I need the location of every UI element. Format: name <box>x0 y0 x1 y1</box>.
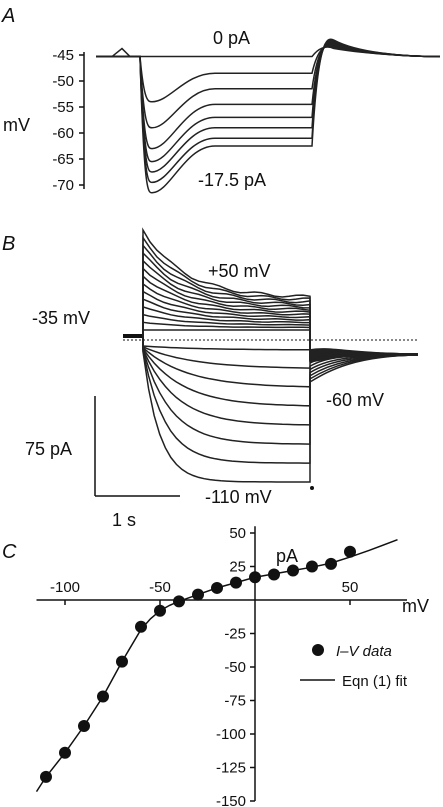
panel-c-y-tick-label: -75 <box>224 693 246 710</box>
panel-c-data-point <box>192 588 204 601</box>
panel-b-bottom-label: -110 mV <box>205 487 272 507</box>
panel-a-tick-label: -55 <box>52 99 74 116</box>
panel-c-y-tick-label: 25 <box>229 559 246 576</box>
panel-a-trace <box>96 44 441 129</box>
panel-c-y-tick-label: -125 <box>216 760 246 777</box>
legend-marker-data <box>312 644 324 656</box>
panel-a-tick-label: -50 <box>52 73 74 90</box>
panel-b-outward-trace <box>142 266 419 359</box>
panel-a-ticks: -45 -50 -55 -60 -65 -70 <box>52 47 84 194</box>
panel-c-xlabel: mV <box>402 596 429 616</box>
panel-c-fit-line <box>35 538 398 793</box>
panel-c-data-point <box>344 545 356 558</box>
panel-c-data-point <box>287 564 299 577</box>
panel-a-tick-label: -65 <box>52 151 74 168</box>
panel-c-data-point <box>230 576 242 589</box>
current-scale-label: 75 pA <box>25 439 72 459</box>
panel-b-inward-trace <box>142 336 419 464</box>
panel-c-data-point <box>116 655 128 668</box>
panel-a-trace <box>96 40 441 173</box>
panel-c-data-point <box>325 557 337 570</box>
panel-c-ylabel: pA <box>276 546 298 566</box>
panel-a-trace <box>96 38 441 194</box>
panel-b-end-dot <box>310 486 314 490</box>
panel-c: -100 -50 50 50 25 -25 -50 -75 -100 -125 -150 mV pA… <box>35 525 429 807</box>
panel-c-data-point <box>173 595 185 608</box>
panel-c-y-tick-label: -25 <box>224 626 246 643</box>
panel-c-y-tick-label: -100 <box>216 726 246 743</box>
panel-b-inward-trace <box>142 336 419 426</box>
panel-c-data-point <box>59 746 71 759</box>
panel-b: +50 mV -35 mV -60 mV -110 mV 75 pA 1 s <box>25 227 419 530</box>
panel-c-data-point <box>78 719 90 732</box>
panel-c-x-tick-label: -100 <box>50 579 80 596</box>
panel-c-data-point <box>154 604 166 617</box>
panel-c-data-point <box>97 690 109 703</box>
panel-c-label: C <box>2 541 17 563</box>
panel-c-x-tick-label: -50 <box>149 579 171 596</box>
panel-c-x-tick-label: 50 <box>342 579 359 596</box>
panel-a-top-label: 0 pA <box>213 28 250 48</box>
panel-a-bottom-label: -17.5 pA <box>198 170 266 190</box>
panel-b-inward-trace <box>142 336 419 362</box>
panel-b-label: B <box>2 233 15 255</box>
panel-a-tick-label: -70 <box>52 177 74 194</box>
panel-a-traces <box>96 38 441 194</box>
panel-c-y-tick-label: 50 <box>229 525 246 542</box>
panel-b-inward-trace <box>142 336 419 407</box>
panel-c-data-point <box>135 620 147 633</box>
panel-a-tick-label: -60 <box>52 125 74 142</box>
panel-c-fit-path <box>35 538 398 793</box>
time-scale-label: 1 s <box>112 510 136 530</box>
panel-a-trace <box>96 43 441 150</box>
panel-b-inward-trace <box>142 336 419 388</box>
panel-b-top-label: +50 mV <box>208 261 271 281</box>
panel-b-tail-label: -60 mV <box>326 390 384 410</box>
panel-c-points <box>40 545 356 783</box>
panel-c-axes: -100 -50 50 50 25 -25 -50 -75 -100 -125 -150 <box>36 525 407 807</box>
legend: I–V data Eqn (1) fit <box>300 643 408 690</box>
panel-c-y-tick-label: -150 <box>216 793 246 807</box>
legend-label-data: I–V data <box>336 643 392 660</box>
panel-c-data-point <box>268 568 280 581</box>
panel-a: -45 -50 -55 -60 -65 -70 mV 0 pA -17.5 pA <box>3 28 441 194</box>
panel-a-label: A <box>1 5 15 27</box>
panel-b-traces <box>123 227 419 490</box>
legend-label-fit: Eqn (1) fit <box>342 673 408 690</box>
panel-c-data-point <box>40 770 52 783</box>
panel-a-tick-label: -45 <box>52 47 74 64</box>
panel-a-trace <box>96 39 441 184</box>
panel-c-y-tick-label: -50 <box>224 659 246 676</box>
panel-b-inward-trace <box>142 336 419 445</box>
panel-c-data-point <box>306 560 318 573</box>
panel-b-inward-trace <box>142 336 419 483</box>
panel-b-holding-label: -35 mV <box>32 308 90 328</box>
panel-c-data-point <box>211 581 223 594</box>
panel-b-inward-trace <box>142 336 419 369</box>
panel-c-data-point <box>249 571 261 584</box>
panel-a-ylabel: mV <box>3 115 30 135</box>
